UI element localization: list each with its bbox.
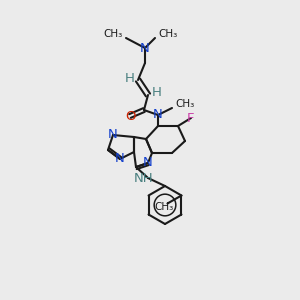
Text: CH₃: CH₃ xyxy=(175,99,194,109)
Text: N: N xyxy=(115,152,125,166)
Text: N: N xyxy=(108,128,118,142)
Text: N: N xyxy=(153,109,163,122)
Text: NH: NH xyxy=(134,172,154,184)
Text: N: N xyxy=(143,157,153,169)
Text: H: H xyxy=(125,73,135,85)
Text: CH₃: CH₃ xyxy=(104,29,123,39)
Text: H: H xyxy=(152,86,162,100)
Text: F: F xyxy=(187,112,195,124)
Text: N: N xyxy=(140,41,150,55)
Text: O: O xyxy=(125,110,135,122)
Text: CH₃: CH₃ xyxy=(155,202,174,212)
Text: CH₃: CH₃ xyxy=(158,29,177,39)
